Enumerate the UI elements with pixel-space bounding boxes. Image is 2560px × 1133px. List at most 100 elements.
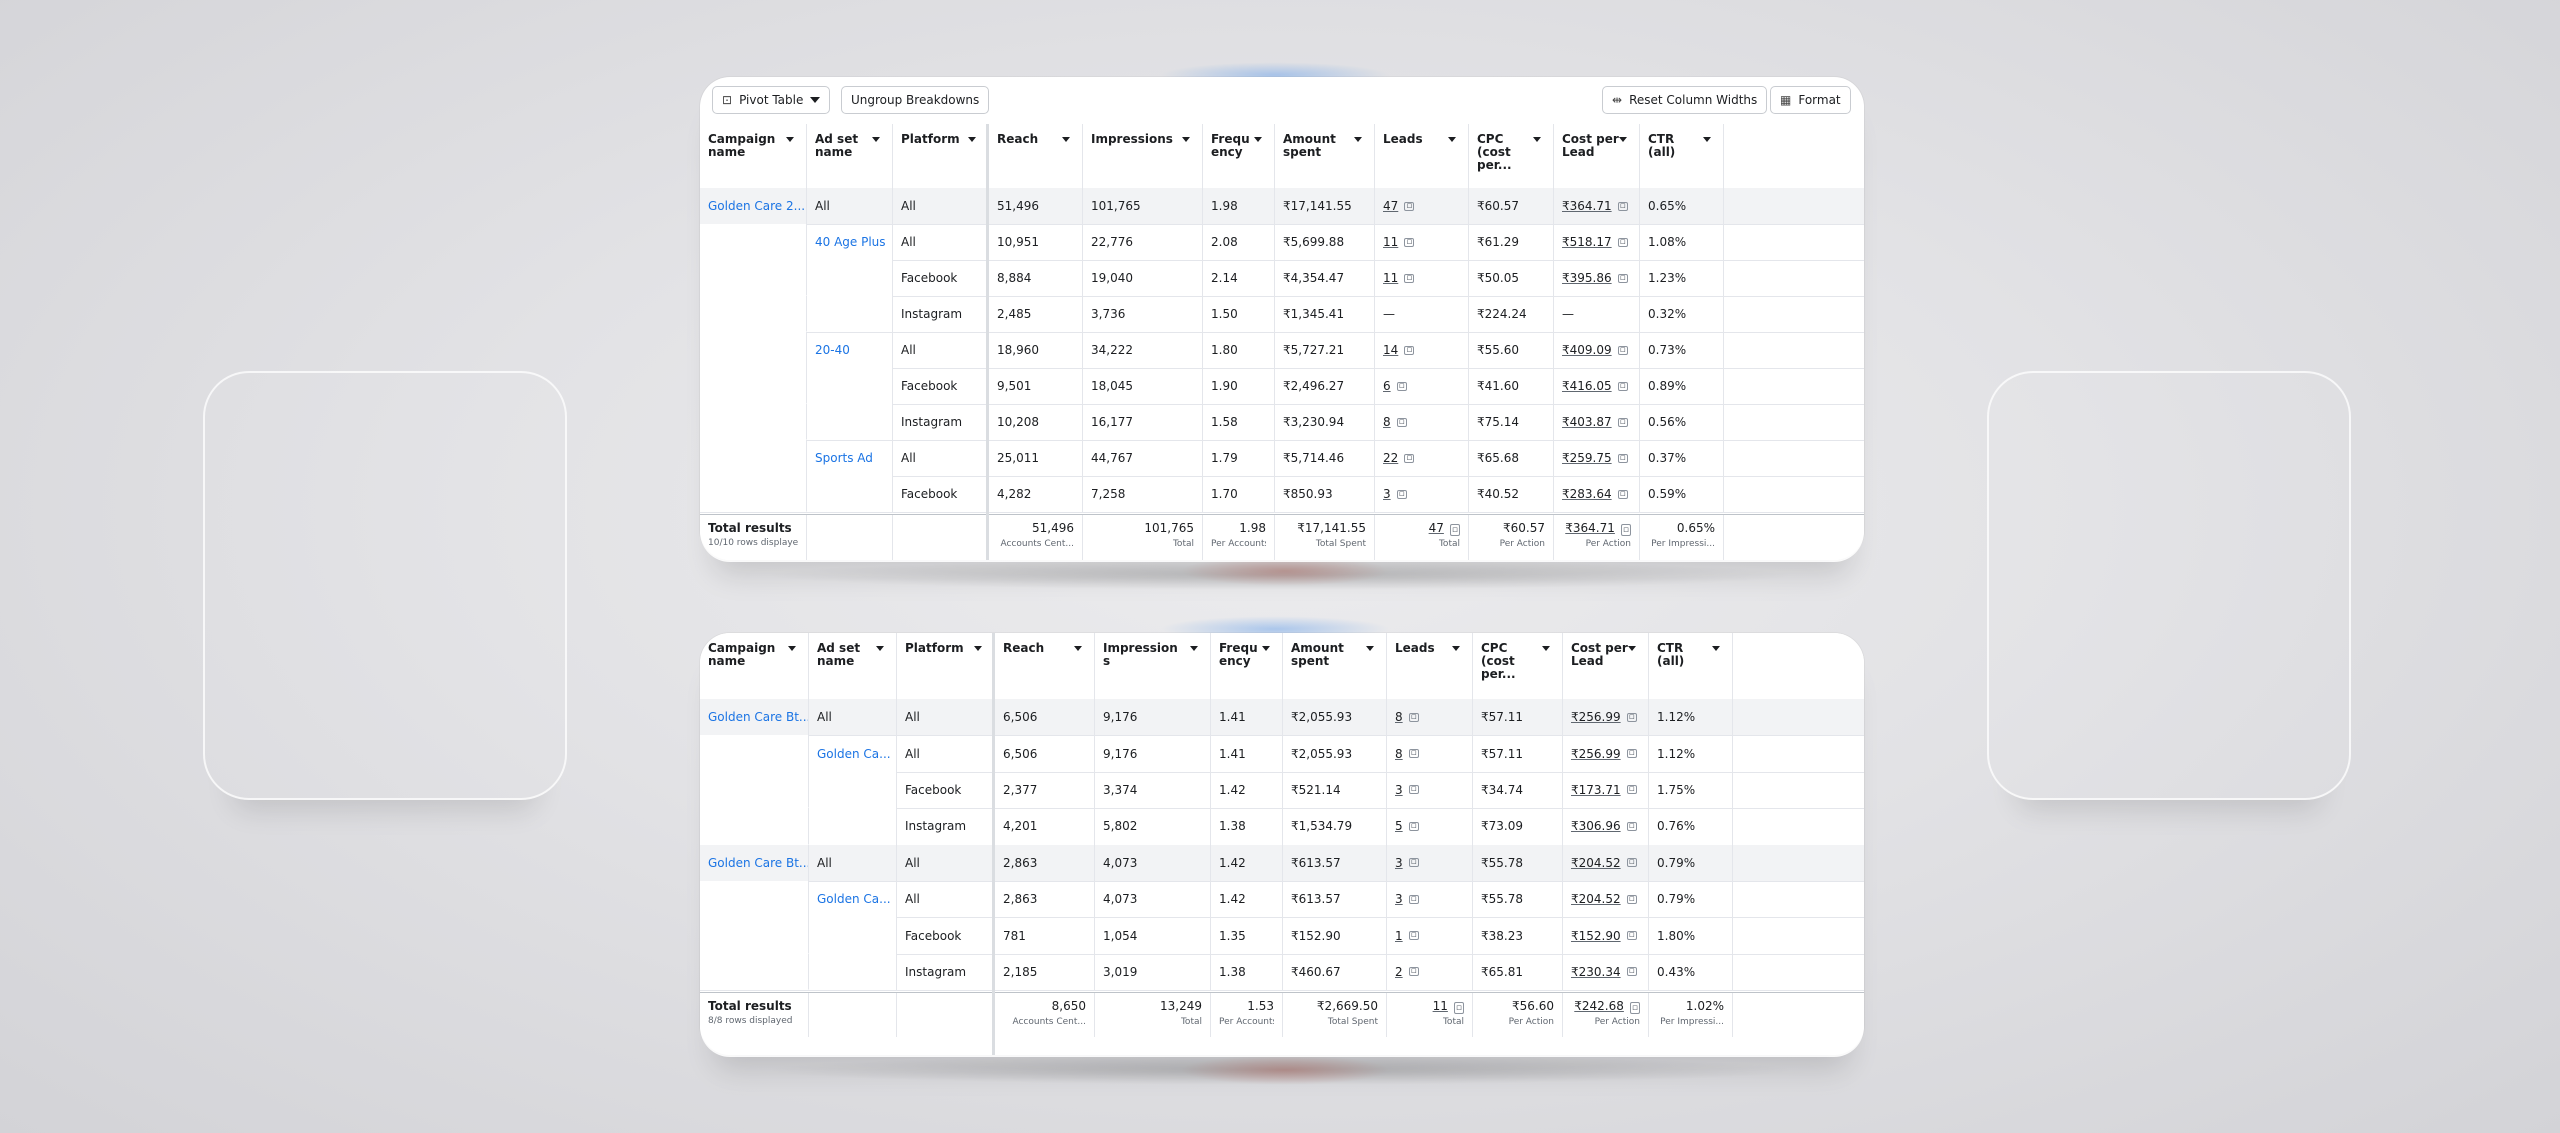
breakdown-icon[interactable]: ▫	[1408, 857, 1419, 868]
breakdown-icon[interactable]: ▫	[1408, 711, 1419, 722]
column-header-campaign[interactable]: Campaign name	[700, 124, 806, 188]
column-header-impressions[interactable]: Impressions	[1082, 124, 1202, 188]
chevron-down-icon[interactable]	[1542, 646, 1550, 651]
breakdown-icon[interactable]: ▫	[1617, 416, 1628, 427]
breakdown-icon[interactable]: ▫	[1396, 416, 1407, 427]
column-header-reach[interactable]: Reach	[988, 124, 1082, 188]
total-value[interactable]: ₹364.71	[1565, 521, 1615, 535]
cell-value[interactable]: 5	[1395, 819, 1403, 834]
cell-value[interactable]: 3	[1395, 855, 1403, 870]
chevron-down-icon[interactable]	[1619, 137, 1627, 142]
ungroup-breakdowns-button[interactable]: Ungroup Breakdowns	[841, 86, 990, 114]
adset-name-link[interactable]: Golden Ca...	[817, 746, 891, 761]
total-value[interactable]: 47	[1428, 521, 1444, 535]
frozen-column-divider[interactable]	[992, 633, 995, 1055]
breakdown-icon[interactable]: ▫	[1617, 452, 1628, 463]
chevron-down-icon[interactable]	[1074, 646, 1082, 651]
cell-value[interactable]: 11	[1383, 235, 1399, 249]
cell-value[interactable]: 1	[1395, 928, 1403, 943]
cell-value[interactable]: ₹152.90	[1571, 928, 1621, 943]
cell-value[interactable]: ₹395.86	[1562, 271, 1612, 285]
cell-value[interactable]: 8	[1395, 746, 1403, 761]
chevron-down-icon[interactable]	[1533, 137, 1541, 142]
breakdown-icon[interactable]: ▫	[1617, 344, 1628, 355]
cell-value[interactable]: 6	[1383, 379, 1391, 393]
frozen-column-divider[interactable]	[986, 124, 989, 560]
cell-value[interactable]: 8	[1383, 415, 1391, 429]
chevron-down-icon[interactable]	[788, 646, 796, 651]
adset-name-link[interactable]: Golden Ca...	[817, 892, 891, 907]
column-header-frequency[interactable]: Frequency	[1210, 633, 1282, 699]
cell-value[interactable]: ₹259.75	[1562, 451, 1612, 465]
breakdown-icon[interactable]: ▫	[1626, 930, 1637, 941]
breakdown-icon[interactable]: ▫	[1617, 272, 1628, 283]
breakdown-icon[interactable]: ▫	[1396, 488, 1407, 499]
column-header-amount[interactable]: Amount spent	[1274, 124, 1374, 188]
column-header-amount[interactable]: Amount spent	[1282, 633, 1386, 699]
adset-name-link[interactable]: 40 Age Plus	[815, 235, 886, 249]
breakdown-icon[interactable]: ▫	[1626, 784, 1637, 795]
campaign-name-link[interactable]: Golden Care Bt...	[708, 710, 808, 725]
campaign-name-link[interactable]: Golden Care Bt...	[708, 855, 808, 870]
cell-value[interactable]: 8	[1395, 710, 1403, 725]
cell-value[interactable]: ₹518.17	[1562, 235, 1612, 249]
breakdown-icon[interactable]: ▫	[1404, 452, 1415, 463]
chevron-down-icon[interactable]	[1366, 646, 1374, 651]
format-button[interactable]: ▦ Format	[1770, 86, 1851, 114]
column-header-cpl[interactable]: Cost per Lead	[1553, 124, 1639, 188]
cell-value[interactable]: ₹256.99	[1571, 746, 1621, 761]
cell-value[interactable]: ₹256.99	[1571, 710, 1621, 725]
cell-value[interactable]: ₹416.05	[1562, 379, 1612, 393]
cell-value[interactable]: 47	[1383, 199, 1399, 213]
chevron-down-icon[interactable]	[1452, 646, 1460, 651]
total-value[interactable]: 11	[1432, 999, 1448, 1014]
chevron-down-icon[interactable]	[786, 137, 794, 142]
breakdown-icon[interactable]: ▫	[1408, 930, 1419, 941]
breakdown-icon[interactable]: ▫	[1408, 966, 1419, 977]
adset-name-link[interactable]: 20-40	[815, 343, 850, 357]
column-header-frequency[interactable]: Frequency	[1202, 124, 1274, 188]
breakdown-icon[interactable]: ▫	[1408, 893, 1419, 904]
chevron-down-icon[interactable]	[974, 646, 982, 651]
chevron-down-icon[interactable]	[1354, 137, 1362, 142]
column-header-platform[interactable]: Platform	[896, 633, 994, 699]
column-header-reach[interactable]: Reach	[994, 633, 1094, 699]
breakdown-icon[interactable]: ▫	[1617, 488, 1628, 499]
breakdown-icon[interactable]: ▫	[1626, 748, 1637, 759]
column-header-cpc[interactable]: CPC (cost per...	[1472, 633, 1562, 699]
breakdown-icon[interactable]: ▫	[1404, 236, 1415, 247]
chevron-down-icon[interactable]	[968, 137, 976, 142]
chevron-down-icon[interactable]	[1448, 137, 1456, 142]
breakdown-icon[interactable]: ▫	[1617, 236, 1628, 247]
column-header-platform[interactable]: Platform	[892, 124, 988, 188]
breakdown-icon[interactable]: ▫	[1408, 748, 1419, 759]
cell-value[interactable]: ₹403.87	[1562, 415, 1612, 429]
cell-value[interactable]: 3	[1383, 487, 1391, 501]
breakdown-icon[interactable]: ▫	[1626, 711, 1637, 722]
column-header-impressions[interactable]: Impressions	[1094, 633, 1210, 699]
breakdown-icon[interactable]: ▫	[1408, 784, 1419, 795]
cell-value[interactable]: 22	[1383, 451, 1399, 465]
column-header-leads[interactable]: Leads	[1386, 633, 1472, 699]
cell-value[interactable]: ₹364.71	[1562, 199, 1612, 213]
column-header-adset[interactable]: Ad set name	[808, 633, 896, 699]
cell-value[interactable]: ₹306.96	[1571, 819, 1621, 834]
cell-value[interactable]: ₹204.52	[1571, 892, 1621, 907]
chevron-down-icon[interactable]	[1190, 646, 1198, 651]
breakdown-icon[interactable]: ▫	[1620, 524, 1631, 536]
column-header-ctr[interactable]: CTR (all)	[1639, 124, 1723, 188]
cell-value[interactable]: ₹283.64	[1562, 487, 1612, 501]
column-header-cpl[interactable]: Cost per Lead	[1562, 633, 1648, 699]
chevron-down-icon[interactable]	[1712, 646, 1720, 651]
chevron-down-icon[interactable]	[872, 137, 880, 142]
pivot-table-button[interactable]: ⊡ Pivot Table	[712, 86, 831, 114]
reset-column-widths-button[interactable]: ⇹ Reset Column Widths	[1602, 86, 1768, 114]
column-header-cpc[interactable]: CPC (cost per...	[1468, 124, 1553, 188]
cell-value[interactable]: 14	[1383, 343, 1399, 357]
adset-name-link[interactable]: Sports Ad	[815, 451, 873, 465]
breakdown-icon[interactable]: ▫	[1617, 200, 1628, 211]
chevron-down-icon[interactable]	[1262, 646, 1270, 651]
breakdown-icon[interactable]: ▫	[1626, 820, 1637, 831]
column-header-campaign[interactable]: Campaign name	[700, 633, 808, 699]
chevron-down-icon[interactable]	[1703, 137, 1711, 142]
